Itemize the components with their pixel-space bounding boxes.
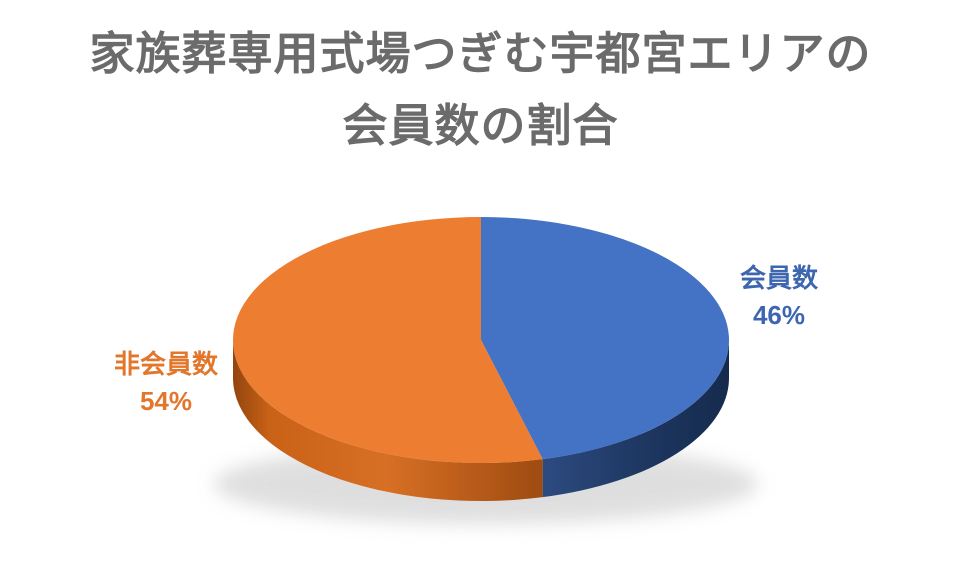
data-label-non-members-name: 非会員数 bbox=[113, 349, 218, 379]
data-label-non-members-pct: 54% bbox=[139, 386, 193, 416]
data-label-members-name: 会員数 bbox=[739, 263, 818, 293]
pie-slice-members-top bbox=[481, 217, 729, 460]
pie-slice-non-members-top bbox=[232, 217, 543, 464]
data-label-non-members: 非会員数 54% bbox=[81, 346, 251, 420]
pie-slice-non-members-side bbox=[233, 340, 543, 502]
data-label-members: 会員数 46% bbox=[694, 260, 864, 334]
chart-title-line1: 家族葬専用式場つぎむ宇都宮エリアの bbox=[89, 28, 872, 79]
pie-slice-members-side bbox=[542, 340, 729, 498]
data-label-members-pct: 46% bbox=[752, 300, 806, 330]
chart-title-line2: 会員数の割合 bbox=[342, 100, 619, 151]
chart-title: 家族葬専用式場つぎむ宇都宮エリアの 会員数の割合 bbox=[0, 18, 961, 162]
